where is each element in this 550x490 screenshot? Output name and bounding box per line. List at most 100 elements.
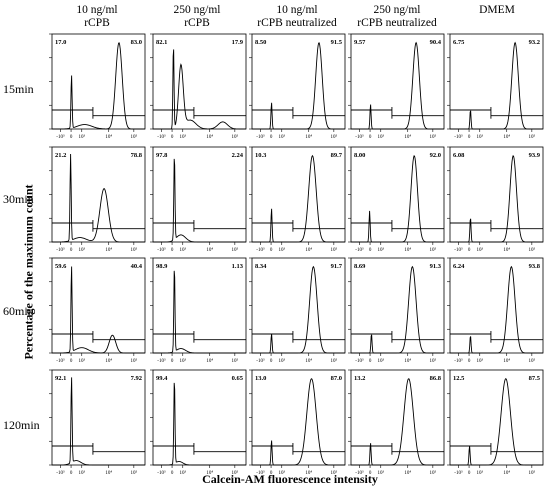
x-tick-label: -10³: [454, 470, 463, 476]
gate-left-percent: 10.3: [255, 152, 267, 159]
gate-right-percent: 91.5: [331, 39, 343, 46]
x-tick-label: 10³: [279, 358, 286, 364]
x-tick-label: 10⁵: [130, 470, 137, 476]
gate-right-percent: 2.24: [232, 152, 244, 159]
histogram-panel: -10³ 0 10³ 10⁴ 10⁵ 10.3 89.7: [249, 146, 346, 253]
histogram-curve: [52, 266, 145, 354]
gate-left-percent: 8.69: [354, 263, 366, 270]
x-tick-label: -10³: [56, 134, 65, 140]
gate-left-percent: 8.50: [255, 39, 266, 46]
histogram-curve: [351, 378, 444, 466]
gate-right-percent: 83.0: [131, 39, 142, 46]
histogram-panel: -10³ 0 10³ 10⁴ 10⁵ 82.1 17.9: [150, 33, 247, 140]
x-tick-label: 10³: [378, 247, 385, 253]
x-tick-label: 10⁵: [429, 247, 436, 253]
gate-right-percent: 91.7: [331, 263, 343, 270]
histogram-curve: [153, 382, 246, 466]
x-tick-label: 10⁵: [330, 247, 337, 253]
gate-right-percent: 93.8: [529, 263, 541, 270]
x-tick-label: 10⁴: [404, 358, 411, 364]
gate-right-percent: 87.0: [331, 375, 342, 382]
gate-right-percent: 87.5: [529, 375, 541, 382]
x-tick-label: 10⁵: [528, 470, 535, 476]
panel-frame: [152, 369, 247, 466]
histogram-curve: [450, 41, 543, 130]
x-tick-label: 0: [171, 248, 174, 253]
histogram-curve: [450, 155, 543, 243]
row-label: 60min: [3, 304, 34, 318]
x-tick-label: 10³: [180, 247, 187, 253]
x-tick-label: -10³: [355, 247, 364, 253]
x-tick-label: 10³: [477, 470, 484, 476]
gate-right-percent: 90.4: [430, 39, 442, 46]
gate-right-percent: 17.9: [232, 39, 244, 46]
x-tick-label: 0: [171, 135, 174, 140]
x-tick-label: 0: [270, 471, 273, 476]
x-tick-label: -10³: [157, 134, 166, 140]
x-tick-label: 10⁵: [528, 247, 535, 253]
x-tick-label: 10³: [378, 134, 385, 140]
x-tick-label: 0: [270, 135, 273, 140]
x-tick-label: -10³: [454, 247, 463, 253]
x-tick-label: 0: [468, 248, 471, 253]
histogram-panel: -10³ 0 10³ 10⁴ 10⁵ 59.6 40.4: [49, 257, 146, 364]
x-tick-label: 10⁴: [305, 358, 312, 364]
panel-frame: [152, 257, 247, 354]
x-tick-label: 10⁵: [429, 470, 436, 476]
gate-right-percent: 7.92: [131, 375, 142, 382]
x-tick-label: 10⁵: [330, 134, 337, 140]
x-tick-label: -10³: [157, 247, 166, 253]
x-tick-label: 10⁴: [503, 247, 510, 253]
x-tick-label: 10⁵: [528, 358, 535, 364]
x-tick-label: -10³: [56, 247, 65, 253]
x-tick-label: 10⁵: [231, 247, 238, 253]
histogram-panel: -10³ 0 10³ 10⁴ 10⁵ 12.5 87.5: [447, 369, 544, 476]
panel-frame: [449, 369, 544, 466]
x-tick-label: 10⁴: [404, 470, 411, 476]
x-tick-label: 10⁵: [330, 358, 337, 364]
x-tick-label: -10³: [56, 470, 65, 476]
x-tick-label: 10³: [180, 358, 187, 364]
x-tick-label: 10³: [378, 358, 385, 364]
gate-right-percent: 78.8: [131, 152, 143, 159]
x-tick-label: 10⁴: [305, 134, 312, 140]
x-tick-label: -10³: [56, 358, 65, 364]
x-tick-label: 0: [171, 471, 174, 476]
histogram-curve: [351, 41, 444, 130]
gate-left-percent: 9.57: [354, 39, 366, 46]
histogram-curve: [450, 378, 543, 466]
panel-frame: [350, 257, 445, 354]
x-tick-label: 0: [468, 135, 471, 140]
x-tick-label: 10⁵: [528, 134, 535, 140]
x-tick-label: 10³: [477, 358, 484, 364]
histogram-panel: -10³ 0 10³ 10⁴ 10⁵ 9.57 90.4: [348, 33, 445, 140]
x-axis-label: Calcein-AM fluorescence intensity: [202, 472, 378, 486]
gate-right-percent: 86.8: [430, 375, 442, 382]
row-label: 15min: [3, 82, 34, 96]
histogram-curve: [450, 265, 543, 354]
row-label: 120min: [3, 418, 40, 432]
x-tick-label: 10⁵: [231, 358, 238, 364]
x-tick-label: 10³: [180, 134, 187, 140]
x-tick-label: 0: [70, 471, 73, 476]
gate-left-percent: 6.24: [453, 263, 465, 270]
gate-right-percent: 0.65: [232, 375, 244, 382]
panel-frame: [251, 33, 346, 130]
x-tick-label: 10⁴: [206, 470, 213, 476]
x-tick-label: -10³: [355, 470, 364, 476]
x-tick-label: 0: [171, 359, 174, 364]
gate-left-percent: 13.0: [255, 375, 266, 382]
histogram-curve: [52, 42, 145, 130]
histogram-panel: -10³ 0 10³ 10⁴ 10⁵ 97.8 2.24: [150, 146, 247, 253]
row-label: 30min: [3, 192, 34, 206]
x-tick-label: 0: [70, 248, 73, 253]
x-tick-label: 10⁴: [206, 358, 213, 364]
gate-right-percent: 91.3: [430, 263, 442, 270]
panel-frame: [251, 257, 346, 354]
gate-right-percent: 93.2: [529, 39, 540, 46]
x-tick-label: -10³: [256, 358, 265, 364]
x-tick-label: -10³: [454, 358, 463, 364]
histogram-panel: -10³ 0 10³ 10⁴ 10⁵ 21.2 78.8: [49, 146, 146, 253]
panel-frame: [350, 146, 445, 243]
histogram-panel: -10³ 0 10³ 10⁴ 10⁵ 8.00 92.0: [348, 146, 445, 253]
